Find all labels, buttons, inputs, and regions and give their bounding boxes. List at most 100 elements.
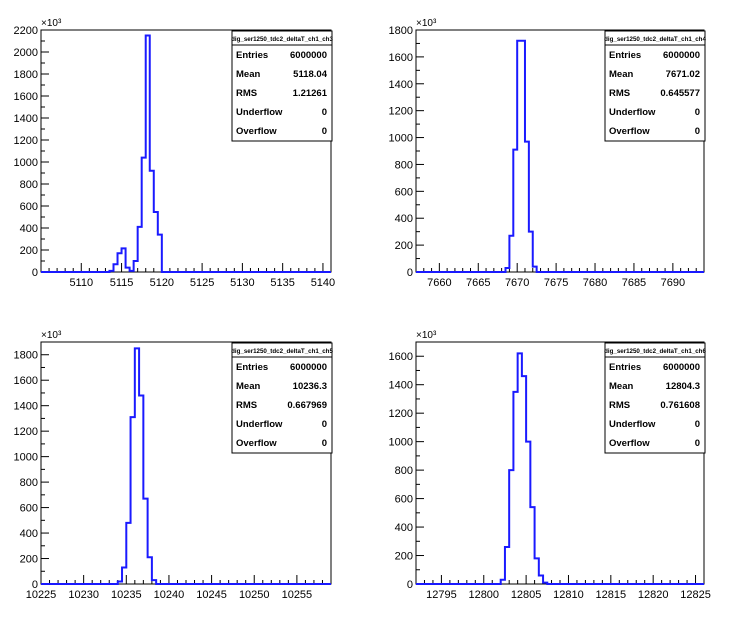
stats-value: 5118.04 xyxy=(293,69,328,80)
stats-value: 1.21261 xyxy=(293,88,328,99)
histogram-bin xyxy=(517,41,521,272)
stats-box-frame xyxy=(604,30,706,142)
histogram-bin xyxy=(526,442,530,584)
y-tick-label: 1600 xyxy=(14,375,38,387)
histogram-bin xyxy=(533,267,537,272)
y-multiplier-label: ×10³ xyxy=(416,18,437,29)
stats-value: 0 xyxy=(322,438,327,449)
x-tick-label: 10240 xyxy=(154,589,185,601)
stats-value: 0.667969 xyxy=(287,400,327,411)
y-tick-label: 400 xyxy=(20,528,38,540)
x-tick-label: 10245 xyxy=(196,589,227,601)
stats-label: Entries xyxy=(609,50,641,61)
y-tick-label: 0 xyxy=(32,579,38,591)
y-tick-label: 2200 xyxy=(14,25,38,37)
histogram-outline xyxy=(41,34,331,273)
y-tick-label: 1000 xyxy=(14,452,38,464)
x-tick-label: 5120 xyxy=(150,277,174,289)
x-tick-label: 5110 xyxy=(69,277,93,289)
histogram-bin xyxy=(134,261,138,272)
y-tick-label: 1600 xyxy=(389,52,413,64)
y-tick-label: 1800 xyxy=(14,350,38,362)
stats-label: Overflow xyxy=(236,126,277,137)
stats-box-frame xyxy=(231,30,333,142)
y-tick-label: 200 xyxy=(20,554,38,566)
stats-box: dig_ser1250_tdc2_deltaT_ch1_ch5 Entries 60… xyxy=(231,342,333,454)
y-tick-label: 0 xyxy=(407,267,413,279)
histogram-bin xyxy=(530,507,534,584)
stats-label: Entries xyxy=(236,50,268,61)
y-tick-label: 800 xyxy=(395,159,413,171)
x-tick-label: 5115 xyxy=(110,277,134,289)
histogram-bin xyxy=(154,212,158,272)
y-multiplier-label: ×10³ xyxy=(41,330,62,341)
stats-label: Mean xyxy=(236,69,260,80)
stats-label: Mean xyxy=(609,69,633,80)
histogram-bin xyxy=(539,575,543,584)
histogram-bin xyxy=(122,567,126,584)
y-tick-label: 1400 xyxy=(14,401,38,413)
stats-value: 0 xyxy=(695,438,700,449)
histogram-bin xyxy=(126,523,130,584)
histogram-bin xyxy=(135,348,139,584)
stats-value: 6000000 xyxy=(290,362,327,373)
histogram-bin xyxy=(513,150,517,272)
histogram-bin xyxy=(509,470,513,584)
y-tick-label: 1200 xyxy=(389,106,413,118)
y-tick-label: 1400 xyxy=(389,380,413,392)
x-tick-label: 12800 xyxy=(468,589,499,601)
stats-value: 12804.3 xyxy=(666,381,700,392)
histogram-bin xyxy=(525,142,529,272)
histogram-outline xyxy=(416,352,704,585)
y-tick-label: 1200 xyxy=(389,408,413,420)
x-tick-label: 7670 xyxy=(505,277,529,289)
x-tick-label: 7675 xyxy=(544,277,568,289)
x-tick-label: 12815 xyxy=(596,589,627,601)
histogram-bin xyxy=(130,271,134,272)
x-tick-label: 12805 xyxy=(511,589,542,601)
histogram-bin xyxy=(543,583,547,584)
stats-label: Overflow xyxy=(609,438,650,449)
stats-label: Entries xyxy=(609,362,641,373)
x-tick-label: 7680 xyxy=(583,277,607,289)
y-tick-label: 1400 xyxy=(14,113,38,125)
stats-label: Underflow xyxy=(609,419,656,430)
y-tick-label: 200 xyxy=(395,551,413,563)
x-tick-label: 5135 xyxy=(270,277,294,289)
y-tick-label: 1000 xyxy=(389,437,413,449)
x-tick-label: 7665 xyxy=(466,277,490,289)
y-tick-label: 800 xyxy=(20,477,38,489)
x-tick-label: 5125 xyxy=(190,277,214,289)
histogram-bin xyxy=(146,36,150,273)
histogram-bin xyxy=(506,268,510,272)
y-tick-label: 1200 xyxy=(14,426,38,438)
x-tick-label: 7690 xyxy=(661,277,685,289)
histogram-panel-3: 0 200 400 600 800 1000 1200 1400 1600 1800×10³ 102… xyxy=(14,330,334,601)
y-tick-label: 600 xyxy=(395,186,413,198)
x-tick-label: 5140 xyxy=(311,277,335,289)
stats-label: Overflow xyxy=(609,126,650,137)
stats-value: 0 xyxy=(322,419,327,430)
histogram-title: dig_ser1250_tdc2_deltaT_ch1_ch3 xyxy=(231,36,333,43)
stats-box: dig_ser1250_tdc2_deltaT_ch1_ch6 Entries 60… xyxy=(604,342,706,454)
y-tick-label: 1800 xyxy=(389,25,413,37)
x-tick-label: 10225 xyxy=(26,589,57,601)
histogram-bin xyxy=(152,580,156,584)
histogram-bin xyxy=(505,547,509,584)
stats-box: dig_ser1250_tdc2_deltaT_ch1_ch4 Entries 60… xyxy=(604,30,706,142)
histogram-title: dig_ser1250_tdc2_deltaT_ch1_ch4 xyxy=(604,36,706,43)
y-tick-label: 600 xyxy=(395,494,413,506)
stats-label: Underflow xyxy=(609,107,656,118)
y-tick-label: 1400 xyxy=(389,79,413,91)
stats-value: 6000000 xyxy=(290,50,327,61)
x-tick-label: 10230 xyxy=(68,589,99,601)
y-tick-label: 1000 xyxy=(14,157,38,169)
histogram-bin xyxy=(131,417,135,584)
histogram-title: dig_ser1250_tdc2_deltaT_ch1_ch5 xyxy=(231,348,333,355)
histogram-bin xyxy=(143,499,147,584)
y-tick-label: 200 xyxy=(395,240,413,252)
y-tick-label: 1600 xyxy=(14,91,38,103)
stats-box-frame xyxy=(604,342,706,454)
x-tick-label: 10235 xyxy=(111,589,142,601)
stats-label: RMS xyxy=(609,88,630,99)
